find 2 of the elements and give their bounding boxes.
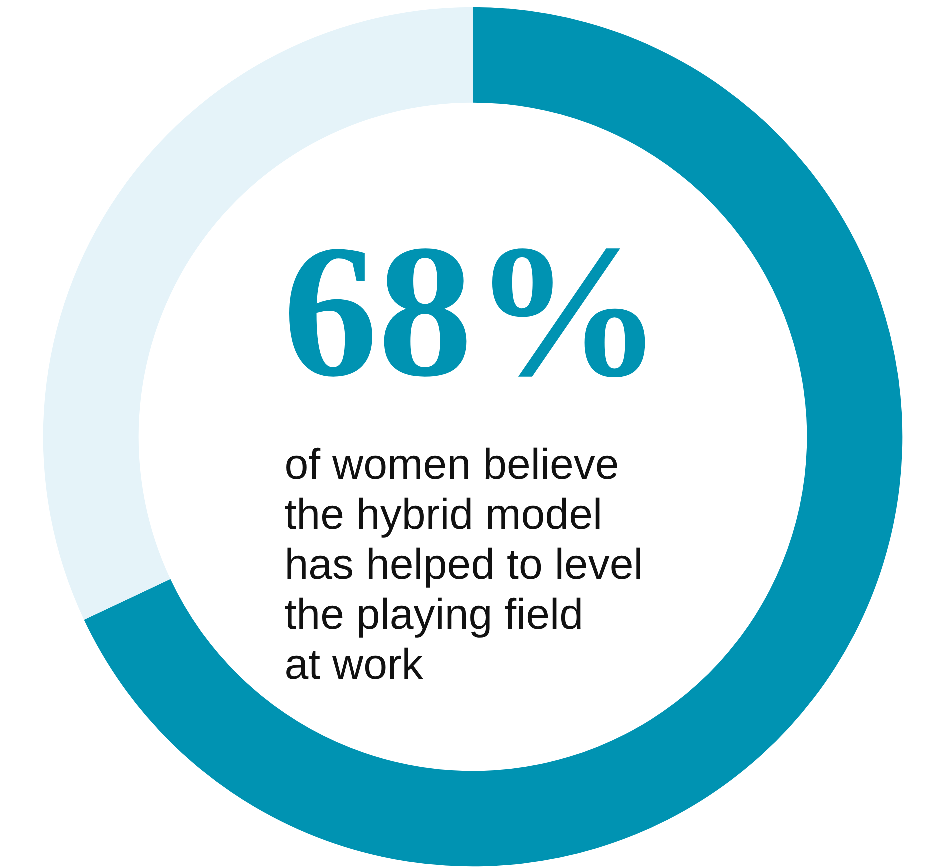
text: of women believe the hybrid model has helped to level the playing field at work bbox=[284, 441, 644, 689]
data-label: 68% bbox=[283, 207, 663, 417]
